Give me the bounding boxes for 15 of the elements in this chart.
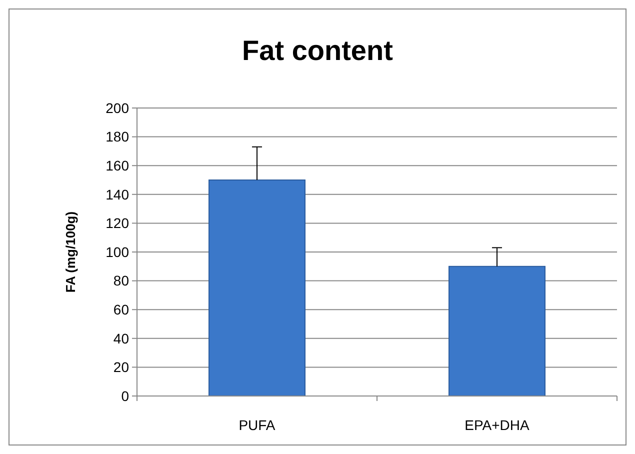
y-tick-label: 80 — [113, 272, 130, 289]
y-tick-label: 200 — [106, 100, 130, 116]
y-tick-label: 100 — [106, 244, 130, 260]
y-tick-label: 20 — [113, 359, 130, 376]
y-tick-label: 160 — [106, 158, 130, 174]
x-tick-label: EPA+DHA — [464, 417, 530, 433]
y-tick-label: 120 — [106, 215, 130, 232]
chart-title: Fat content — [242, 35, 393, 66]
y-axis-title: FA (mg/100g) — [63, 211, 78, 293]
y-tick-label: 0 — [121, 388, 130, 404]
y-tick-label: 140 — [106, 186, 130, 202]
y-tick-label: 40 — [113, 330, 130, 346]
x-tick-label: PUFA — [238, 417, 276, 433]
y-tick-label: 60 — [113, 302, 130, 318]
y-tick-label: 180 — [106, 128, 130, 145]
